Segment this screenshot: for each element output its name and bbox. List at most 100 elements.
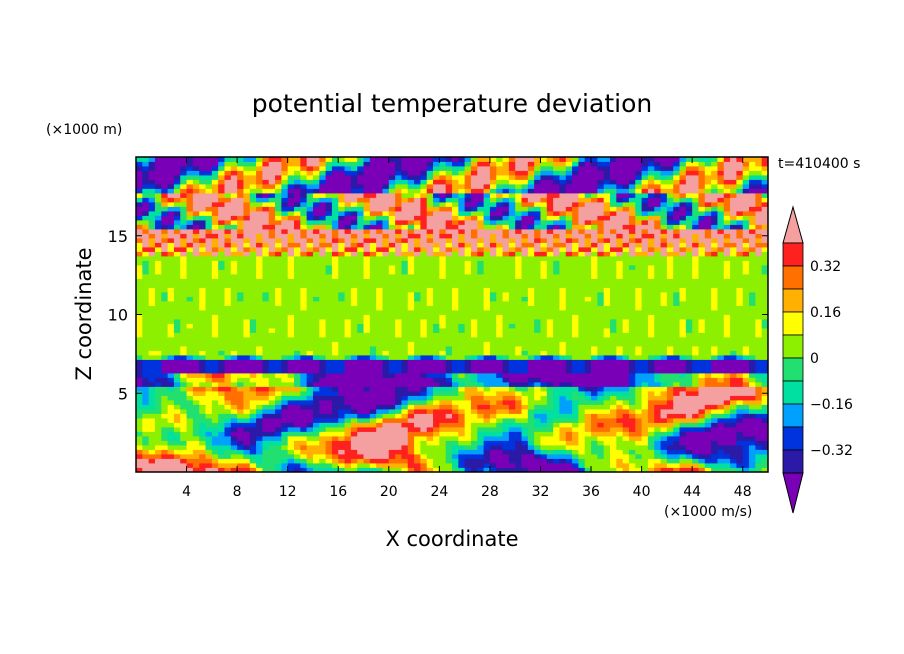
heatmap-cell [148,440,156,446]
heatmap-cell [692,251,699,257]
heatmap-cell [711,319,718,324]
heatmap-cell [515,431,522,437]
heatmap-cell [312,463,320,468]
heatmap-cell [161,296,168,302]
heatmap-cell [704,332,712,338]
heatmap-cell [388,413,396,419]
heatmap-cell [660,359,668,365]
heatmap-cell [489,467,497,472]
heatmap-cell [717,400,725,405]
heatmap-cell [243,413,251,419]
heatmap-cell [496,305,503,311]
heatmap-cell [616,364,624,369]
heatmap-cell [142,283,150,288]
heatmap-cell [591,256,598,261]
heatmap-cell [173,427,181,432]
heatmap-cell [300,404,308,410]
heatmap-cell [508,413,516,419]
heatmap-cell [660,449,668,455]
heatmap-cell [647,413,655,419]
heatmap-cell [515,310,522,315]
heatmap-cell [717,346,725,351]
heatmap-cell [578,413,586,419]
heatmap-cell [521,350,529,356]
heatmap-cell [445,283,453,288]
heatmap-cell [192,274,200,279]
heatmap-cell [281,409,289,414]
heatmap-cell [464,328,472,333]
heatmap-cell [325,319,333,324]
heatmap-cell [704,400,712,405]
heatmap-cell [679,251,687,257]
heatmap-cell [698,404,706,410]
heatmap-cell [148,274,156,279]
heatmap-cell [357,440,364,446]
heatmap-cell [376,323,383,329]
heatmap-cell [749,368,756,374]
heatmap-cell [180,377,187,383]
heatmap-cell [420,458,428,464]
heatmap-cell [136,458,143,464]
heatmap-cell [420,350,428,356]
heatmap-cell [224,467,232,472]
heatmap-cell [464,310,472,315]
heatmap-cell [603,422,611,428]
heatmap-cell [508,418,516,423]
heatmap-cell [218,364,225,369]
heatmap-cell [433,391,440,396]
heatmap-cell [534,377,541,383]
heatmap-cell [553,368,560,374]
heatmap-cell [173,355,181,360]
heatmap-cell [161,400,168,405]
heatmap-cell [262,364,270,369]
heatmap-cell [350,265,358,270]
heatmap-cell [553,373,560,378]
heatmap-cell [382,431,390,437]
heatmap-cell [660,323,668,329]
heatmap-cell [679,391,687,396]
heatmap-cell [148,251,156,257]
heatmap-cell [723,256,731,261]
heatmap-cell [407,328,415,333]
heatmap-cell [584,422,592,428]
heatmap-cell [477,346,484,351]
heatmap-cell [704,269,712,275]
heatmap-cell [489,319,497,324]
heatmap-cell [312,458,320,464]
heatmap-cell [616,287,624,293]
heatmap-cell [249,305,257,311]
heatmap-cell [426,247,434,252]
heatmap-cell [496,283,503,288]
heatmap-cell [319,355,326,360]
heatmap-cell [515,355,522,360]
heatmap-cell [180,418,187,423]
heatmap-cell [755,260,763,266]
heatmap-cell [344,350,352,356]
heatmap-cell [407,400,415,405]
heatmap-cell [470,404,478,410]
heatmap-cell [565,359,573,365]
heatmap-cell [148,449,156,455]
heatmap-cell [635,400,642,405]
heatmap-cell [635,251,642,257]
heatmap-cell [218,296,225,302]
heatmap-cell [540,382,548,387]
heatmap-cell [736,319,744,324]
heatmap-cell [572,427,579,432]
heatmap-cell [559,341,567,347]
heatmap-cell [666,373,674,378]
heatmap-cell [192,247,200,252]
heatmap-cell [597,431,605,437]
heatmap-cell [262,409,270,414]
heatmap-cell [685,305,693,311]
heatmap-cell [489,260,497,266]
heatmap-cell [742,283,750,288]
heatmap-cell [167,359,175,365]
heatmap-cell [559,382,567,387]
heatmap-cell [369,409,377,414]
heatmap-cell [723,287,731,293]
heatmap-cell [445,395,453,401]
heatmap-cell [597,287,605,293]
heatmap-cell [161,359,168,365]
heatmap-cell [477,260,484,266]
